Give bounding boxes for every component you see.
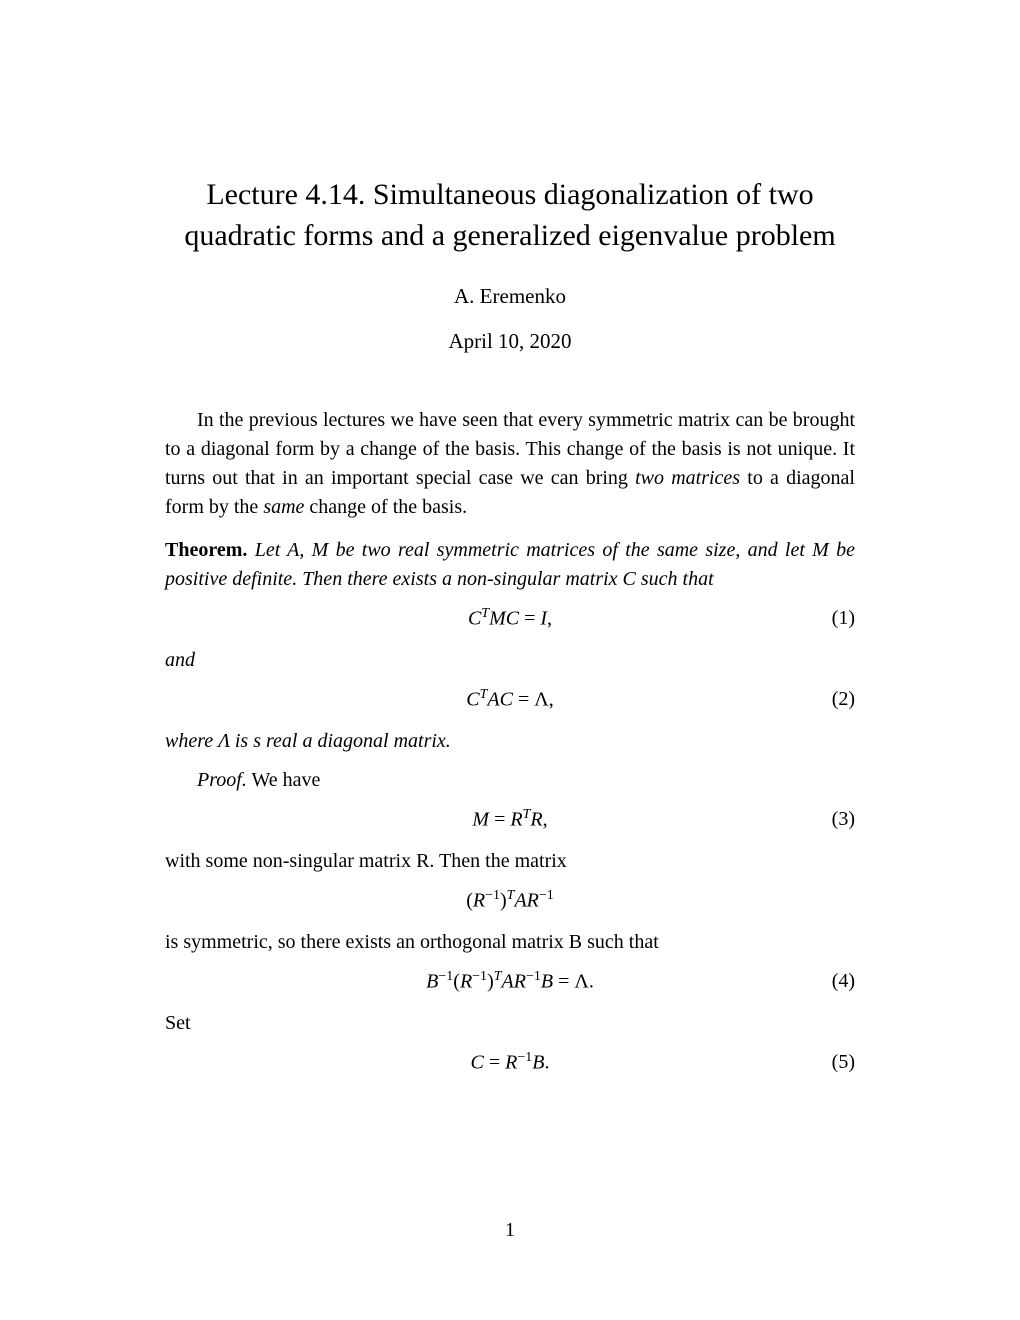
intro-italic-1: two matrices <box>635 467 740 489</box>
proof-text-3: is symmetric, so there exists an orthogo… <box>165 931 659 953</box>
intro-text-after: change of the basis. <box>304 496 467 518</box>
theorem-statement-2: where Λ is s real a diagonal matrix. <box>165 727 855 756</box>
proof-label: Proof. <box>197 769 247 791</box>
theorem-statement-1: Theorem. Let A, M be two real symmetric … <box>165 536 855 594</box>
equation-1-formula: CTMC = I, <box>468 606 552 631</box>
equation-4: B−1(R−1)TAR−1B = Λ. (4) <box>165 965 855 997</box>
theorem-and: and <box>165 646 855 675</box>
theorem-text-1: Let A, M be two real symmetric matrices … <box>165 539 855 590</box>
equation-2: CTAC = Λ, (2) <box>165 683 855 715</box>
equation-3: M = RTR, (3) <box>165 803 855 835</box>
equation-2-formula: CTAC = Λ, <box>466 687 553 712</box>
equation-3-number: (3) <box>832 808 855 830</box>
equation-1-number: (1) <box>832 607 855 629</box>
author-name: A. Eremenko <box>165 284 855 309</box>
equation-4-formula: B−1(R−1)TAR−1B = Λ. <box>426 969 594 994</box>
equation-1: CTMC = I, (1) <box>165 602 855 634</box>
proof-opening: Proof. We have <box>165 766 855 795</box>
equation-5-formula: C = R−1B. <box>471 1050 550 1075</box>
proof-paragraph-2: with some non-singular matrix R. Then th… <box>165 847 855 876</box>
page-number: 1 <box>0 1219 1020 1242</box>
proof-paragraph-3: is symmetric, so there exists an orthogo… <box>165 928 855 957</box>
equation-5-number: (5) <box>832 1051 855 1073</box>
equation-5: C = R−1B. (5) <box>165 1046 855 1078</box>
proof-text-1: We have <box>247 769 321 791</box>
equation-unnumbered-1: (R−1)TAR−1 <box>165 884 855 916</box>
equation-3-formula: M = RTR, <box>472 807 547 832</box>
proof-set: Set <box>165 1009 855 1038</box>
theorem-label: Theorem. <box>165 539 247 561</box>
equation-unnumbered-1-formula: (R−1)TAR−1 <box>466 888 554 913</box>
intro-paragraph: In the previous lectures we have seen th… <box>165 406 855 522</box>
document-date: April 10, 2020 <box>165 329 855 354</box>
intro-italic-2: same <box>263 496 304 518</box>
equation-2-number: (2) <box>832 688 855 710</box>
equation-4-number: (4) <box>832 970 855 992</box>
page-title: Lecture 4.14. Simultaneous diagonalizati… <box>165 175 855 256</box>
proof-text-2: with some non-singular matrix R. Then th… <box>165 850 567 872</box>
